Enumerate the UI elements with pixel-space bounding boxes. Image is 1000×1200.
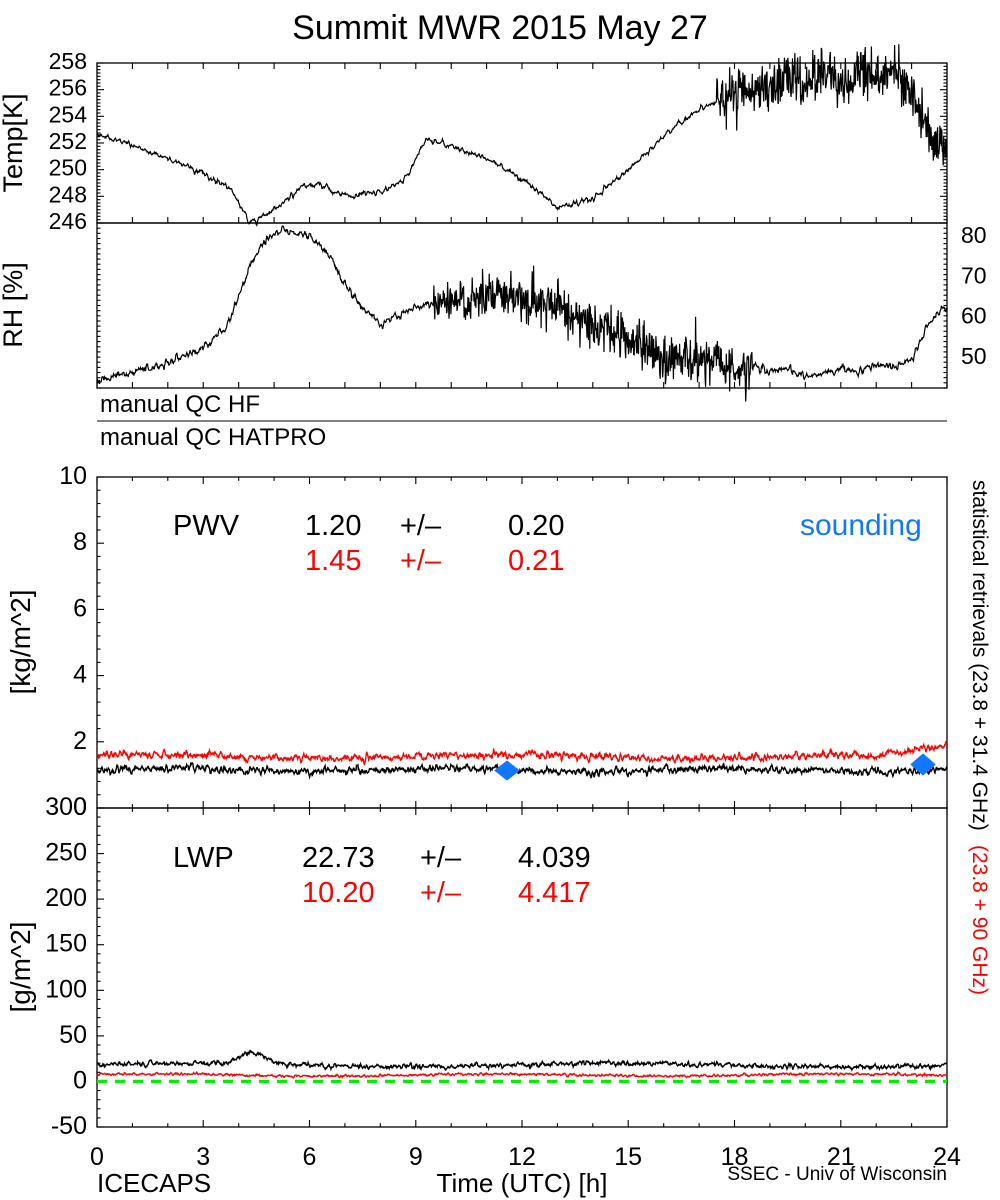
svg-text:252: 252 (49, 128, 87, 154)
svg-text:9: 9 (409, 1143, 423, 1171)
svg-text:100: 100 (45, 975, 87, 1003)
svg-text:70: 70 (961, 262, 987, 288)
svg-text:4.039: 4.039 (518, 842, 591, 874)
svg-text:+/–: +/– (420, 842, 462, 874)
svg-text:254: 254 (49, 101, 88, 127)
svg-text:0.20: 0.20 (508, 510, 564, 542)
svg-text:200: 200 (45, 884, 87, 912)
svg-text:Summit MWR 2015 May 27: Summit MWR 2015 May 27 (292, 9, 708, 47)
svg-text:246: 246 (49, 208, 87, 234)
svg-text:8: 8 (73, 528, 87, 556)
svg-text:[g/m^2]: [g/m^2] (5, 922, 36, 1013)
svg-text:1.45: 1.45 (305, 545, 361, 577)
svg-text:150: 150 (45, 930, 87, 958)
svg-text:248: 248 (49, 181, 87, 207)
svg-text:[kg/m^2]: [kg/m^2] (5, 590, 36, 695)
svg-text:ICECAPS: ICECAPS (97, 1168, 211, 1198)
svg-text:1.20: 1.20 (305, 510, 361, 542)
svg-text:4.417: 4.417 (518, 877, 591, 909)
svg-text:Temp[K]: Temp[K] (0, 93, 28, 192)
svg-text:manual QC HATPRO: manual QC HATPRO (100, 424, 326, 451)
svg-text:50: 50 (59, 1021, 87, 1049)
svg-text:0.21: 0.21 (508, 545, 564, 577)
svg-text:4: 4 (73, 661, 87, 689)
svg-text:(23.8 + 90 GHz): (23.8 + 90 GHz) (968, 845, 991, 995)
svg-text:0: 0 (90, 1143, 104, 1171)
svg-text:SSEC - Univ of Wisconsin: SSEC - Univ of Wisconsin (727, 1164, 947, 1185)
svg-text:6: 6 (303, 1143, 317, 1171)
svg-text:PWV: PWV (173, 510, 240, 542)
svg-text:10: 10 (59, 462, 87, 490)
svg-text:10.20: 10.20 (302, 877, 375, 909)
svg-text:300: 300 (45, 793, 87, 821)
svg-text:250: 250 (49, 155, 87, 181)
svg-text:Time (UTC) [h]: Time (UTC) [h] (437, 1168, 608, 1198)
svg-text:+/–: +/– (400, 510, 442, 542)
svg-text:22.73: 22.73 (302, 842, 375, 874)
svg-text:15: 15 (614, 1143, 642, 1171)
svg-text:+/–: +/– (420, 877, 462, 909)
svg-text:+/–: +/– (400, 545, 442, 577)
svg-text:2: 2 (73, 727, 87, 755)
svg-text:manual QC HF: manual QC HF (100, 391, 260, 418)
svg-text:3: 3 (196, 1143, 210, 1171)
svg-text:60: 60 (961, 303, 987, 329)
svg-text:50: 50 (961, 343, 987, 369)
svg-text:sounding: sounding (800, 509, 922, 542)
svg-text:80: 80 (961, 222, 987, 248)
svg-text:statistical retrievals (23.8 +: statistical retrievals (23.8 + 31.4 GHz) (968, 480, 991, 831)
svg-text:256: 256 (49, 75, 87, 101)
svg-text:250: 250 (45, 839, 87, 867)
svg-text:LWP: LWP (173, 842, 234, 874)
svg-text:RH [%]: RH [%] (0, 262, 28, 348)
svg-text:258: 258 (49, 48, 87, 74)
svg-text:12: 12 (508, 1143, 536, 1171)
svg-text:-50: -50 (51, 1112, 87, 1140)
svg-text:0: 0 (73, 1066, 87, 1094)
svg-text:6: 6 (73, 594, 87, 622)
